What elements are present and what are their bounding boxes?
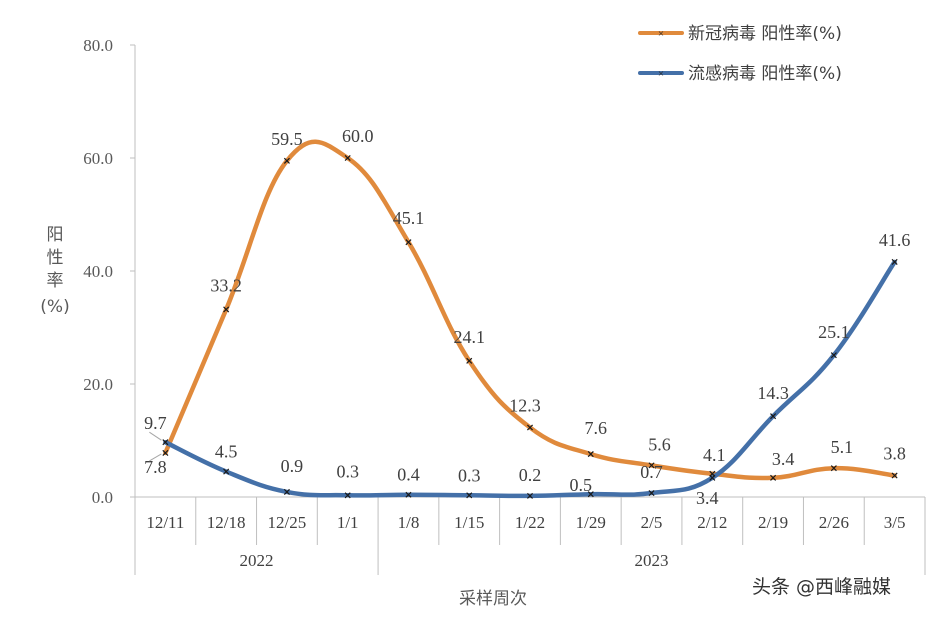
data-point-marker (830, 352, 837, 359)
data-label: 3.8 (883, 444, 906, 464)
x-tick-label: 1/1 (337, 513, 359, 532)
data-point-marker (283, 488, 290, 495)
watermark-text: 头条 @西峰融媒 (752, 576, 891, 598)
x-tick-label: 2/5 (641, 513, 663, 532)
data-point-marker (587, 451, 594, 458)
data-point-marker (526, 492, 534, 499)
x-tick-label: 1/15 (454, 513, 484, 532)
legend-item-covid: × 新冠病毒 阳性率(%) (638, 24, 842, 44)
chart-data-labels: 7.8 33.2 59.5 60.0 45.1 24.1 12.3 7.6 5.6 4.1 3.4 5… (144, 126, 910, 508)
data-label: 0.3 (458, 465, 481, 485)
data-point-marker (405, 239, 412, 246)
data-point-marker (648, 462, 655, 469)
y-tick-label: 80.0 (83, 36, 113, 55)
x-tick-label: 12/25 (268, 513, 307, 532)
data-label: 5.6 (648, 434, 671, 454)
y-tick-label: 60.0 (83, 149, 113, 168)
data-point-marker (344, 154, 351, 162)
data-point-marker (223, 468, 230, 475)
legend-marker-icon: × (658, 28, 664, 40)
data-point-marker (344, 492, 351, 499)
label-leader-line (149, 431, 162, 441)
data-label: 60.0 (342, 126, 374, 146)
data-point-marker (770, 474, 777, 481)
data-label: 4.5 (215, 442, 238, 462)
data-label: 3.4 (696, 488, 719, 508)
y-tick-label: 40.0 (83, 262, 113, 281)
x-tick-label: 2/12 (697, 513, 727, 532)
label-leader-line (149, 453, 162, 462)
legend-marker-icon: × (658, 68, 664, 80)
data-point-marker (162, 439, 169, 446)
y-axis-title: 阳 性 率 (%) (40, 225, 69, 317)
y-axis-title-char: 性 (47, 248, 64, 268)
y-tick-label: 0.0 (92, 488, 113, 507)
data-label: 3.4 (772, 449, 795, 469)
data-label: 4.1 (703, 445, 726, 465)
legend-label-flu: 流感病毒 阳性率(%) (688, 64, 842, 84)
x-year-label: 2022 (240, 551, 274, 570)
data-label: 25.1 (818, 322, 850, 342)
x-tick-label: 12/11 (146, 513, 184, 532)
data-label: 14.3 (757, 383, 789, 403)
y-axis-title-char: 阳 (47, 225, 64, 245)
chart-markers (162, 154, 898, 499)
data-label: 5.1 (831, 437, 854, 457)
data-point-marker (587, 491, 594, 498)
y-axis-title-char: 率 (47, 271, 64, 291)
chart-axes: 0.0 20.0 40.0 60.0 80.0 12/11 12/18 12/25 1/1 1/8… (83, 36, 926, 575)
series-line (163, 139, 897, 481)
data-point-marker (770, 413, 777, 420)
data-label: 33.2 (210, 275, 242, 295)
y-tick-label: 20.0 (83, 375, 113, 394)
data-label: 0.5 (570, 475, 593, 495)
data-label: 0.2 (519, 465, 542, 485)
x-tick-label: 3/5 (884, 513, 906, 532)
data-point-marker (466, 357, 473, 364)
data-label: 7.8 (144, 457, 167, 477)
data-label: 0.7 (640, 462, 663, 482)
data-label: 41.6 (879, 230, 911, 250)
data-label: 24.1 (453, 327, 485, 347)
data-point-marker (891, 258, 898, 265)
data-point-marker (891, 472, 898, 479)
y-axis-title-char: (%) (40, 297, 69, 317)
data-point-marker (223, 306, 230, 313)
x-tick-label: 1/8 (398, 513, 420, 532)
data-label: 0.3 (336, 461, 359, 481)
data-point-marker (162, 449, 169, 456)
data-label: 12.3 (509, 396, 541, 416)
x-year-label: 2023 (635, 551, 669, 570)
x-tick-label: 12/18 (207, 513, 246, 532)
data-point-marker (830, 465, 837, 472)
data-label: 45.1 (393, 208, 425, 228)
data-label: 7.6 (585, 418, 608, 438)
data-point-marker (709, 474, 716, 481)
data-label: 9.7 (144, 413, 167, 433)
x-tick-label: 2/26 (819, 513, 849, 532)
data-label: 0.4 (397, 465, 420, 485)
data-label: 59.5 (271, 129, 303, 149)
data-point-marker (648, 490, 655, 497)
data-point-marker (526, 424, 534, 431)
data-point-marker (283, 157, 290, 164)
data-label: 0.9 (281, 456, 304, 476)
x-tick-label: 1/29 (576, 513, 606, 532)
data-point-marker (466, 492, 473, 499)
data-point-marker (405, 491, 412, 498)
legend-label-covid: 新冠病毒 阳性率(%) (688, 24, 842, 44)
legend: × 新冠病毒 阳性率(%) × 流感病毒 阳性率(%) (638, 24, 842, 84)
x-tick-label: 1/22 (515, 513, 545, 532)
x-tick-label: 2/19 (758, 513, 788, 532)
x-axis-title: 采样周次 (459, 589, 527, 609)
legend-item-flu: × 流感病毒 阳性率(%) (638, 64, 842, 84)
chart-series-lines (163, 139, 897, 499)
